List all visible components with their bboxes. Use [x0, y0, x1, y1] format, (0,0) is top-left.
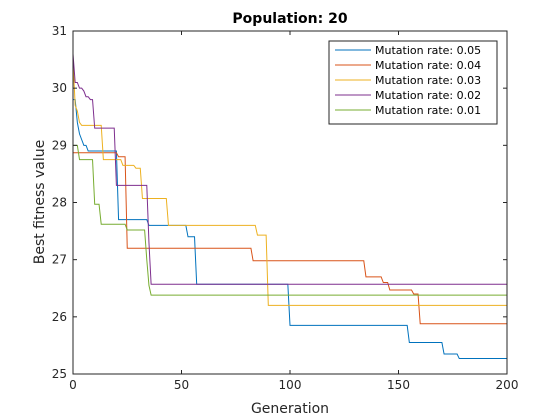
series-line-4 [72, 53, 507, 285]
legend: Mutation rate: 0.05 Mutation rate: 0.04 Mu… [328, 40, 498, 125]
y-tick-label: 31 [52, 24, 67, 38]
x-tick-label: 150 [387, 378, 410, 392]
legend-label: Mutation rate: 0.05 [375, 44, 481, 57]
chart-title: Population: 20 [232, 11, 347, 27]
x-tick-label: 0 [69, 378, 77, 392]
x-axis-ticks: 0 50 100 150 200 [69, 31, 518, 392]
series-line-1 [73, 99, 507, 360]
y-tick-label: 25 [52, 367, 67, 381]
legend-label: Mutation rate: 0.02 [375, 89, 481, 102]
legend-label: Mutation rate: 0.01 [375, 104, 481, 117]
y-tick-label: 27 [52, 253, 67, 267]
x-tick-label: 200 [496, 378, 519, 392]
y-tick-label: 29 [52, 138, 67, 152]
y-axis-ticks: 25 26 27 28 29 30 31 [52, 24, 507, 381]
y-tick-label: 26 [52, 310, 67, 324]
legend-label: Mutation rate: 0.03 [375, 74, 481, 87]
x-axis-label: Generation [251, 401, 329, 417]
x-tick-label: 50 [174, 378, 189, 392]
y-axis-label: Best fitness value [32, 140, 48, 265]
series-lines [72, 53, 507, 360]
legend-label: Mutation rate: 0.04 [375, 59, 481, 72]
series-line-2 [73, 152, 507, 325]
y-tick-label: 30 [52, 81, 67, 95]
series-line-5 [73, 144, 507, 296]
y-tick-label: 28 [52, 196, 67, 210]
series-line-3 [72, 59, 507, 306]
x-tick-label: 100 [279, 378, 302, 392]
